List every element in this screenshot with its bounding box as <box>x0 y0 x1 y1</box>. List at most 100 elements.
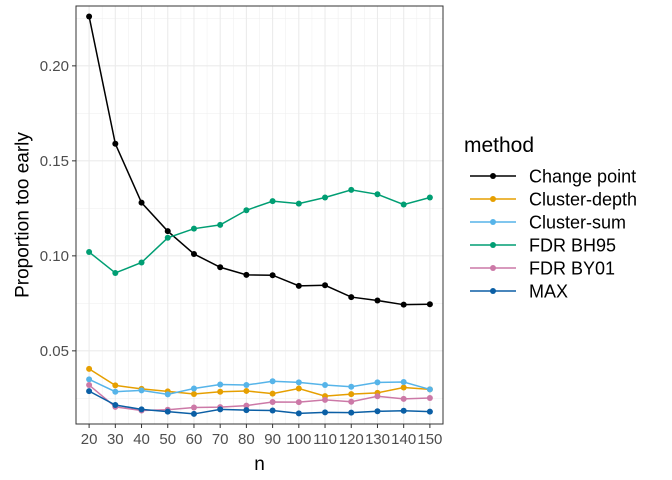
data-point <box>190 250 197 257</box>
data-point <box>164 228 171 235</box>
y-tick-label: 0.15 <box>40 153 69 170</box>
data-point <box>138 387 145 394</box>
data-point <box>269 378 276 385</box>
data-point <box>400 379 407 386</box>
data-point <box>243 387 250 394</box>
minor-gridlines <box>76 6 443 424</box>
x-tick-label: 110 <box>313 431 337 448</box>
data-point <box>190 385 197 392</box>
legend-key-point <box>490 242 496 248</box>
legend-key <box>470 288 516 294</box>
data-point <box>243 402 250 409</box>
data-point <box>348 294 355 301</box>
legend-key-point <box>490 219 496 225</box>
data-point <box>217 221 224 228</box>
data-point <box>112 382 119 389</box>
data-point <box>295 282 302 289</box>
series-line <box>88 378 431 396</box>
data-point <box>348 186 355 193</box>
x-tick-label: 140 <box>391 431 416 448</box>
data-point <box>400 201 407 208</box>
x-tick-label: 20 <box>81 431 98 448</box>
data-point <box>138 259 145 266</box>
x-axis-title: n <box>254 454 265 475</box>
legend-key-point <box>490 196 496 202</box>
data-point <box>269 398 276 405</box>
data-point <box>190 410 197 417</box>
plot-border <box>75 5 444 425</box>
x-tick-label: 150 <box>417 431 442 448</box>
data-point <box>426 394 433 401</box>
data-point <box>269 407 276 414</box>
data-point <box>112 402 119 408</box>
y-axis: 0.05 0.10 0.15 0.20 <box>40 58 76 360</box>
data-point <box>322 382 329 389</box>
major-gridlines <box>76 6 443 424</box>
x-tick-label: 100 <box>286 431 311 448</box>
data-point <box>86 249 93 256</box>
data-point <box>217 264 224 271</box>
series-line <box>88 189 431 274</box>
legend-label: Change point <box>529 167 636 187</box>
data-point <box>374 393 381 400</box>
data-point <box>269 198 276 205</box>
data-point <box>426 408 433 415</box>
data-point <box>269 272 276 279</box>
data-point <box>400 407 407 414</box>
data-point <box>112 140 119 147</box>
data-point <box>374 297 381 304</box>
legend-label: MAX <box>529 282 568 302</box>
x-tick-label: 70 <box>212 431 229 448</box>
data-point <box>243 271 250 278</box>
legend-key <box>470 196 516 202</box>
data-point <box>374 379 381 386</box>
series-lines <box>88 16 431 415</box>
data-point <box>295 410 302 417</box>
data-point <box>86 365 93 372</box>
data-point <box>348 398 355 405</box>
y-tick-label: 0.05 <box>40 343 69 360</box>
data-point <box>217 406 224 413</box>
legend-key <box>470 265 516 271</box>
legend-key <box>470 173 516 179</box>
legend-key-point <box>490 288 496 294</box>
data-point <box>190 404 197 411</box>
legend: method Change point Cluster-depth Cluster-… <box>464 134 637 302</box>
y-tick-label: 0.20 <box>40 58 69 75</box>
data-point <box>138 406 145 413</box>
x-axis: 20 30 40 50 60 70 80 90 100 110 120 130 140 150 <box>81 424 442 448</box>
data-point <box>322 282 329 289</box>
data-point <box>374 191 381 198</box>
data-point <box>86 13 93 20</box>
data-point <box>164 391 171 398</box>
series-line <box>88 368 430 397</box>
x-tick-label: 40 <box>133 431 150 448</box>
data-point <box>112 269 119 276</box>
data-point <box>348 383 355 390</box>
data-point <box>269 390 276 397</box>
x-tick-label: 120 <box>339 431 364 448</box>
data-point <box>400 395 407 402</box>
x-tick-label: 80 <box>238 431 255 448</box>
data-point <box>322 396 329 403</box>
data-point <box>426 301 433 308</box>
legend-key-point <box>490 265 496 271</box>
legend-label: Cluster-sum <box>529 213 626 233</box>
data-point <box>322 194 329 201</box>
data-point <box>164 408 171 415</box>
legend-label: Cluster-depth <box>529 190 637 210</box>
legend-key-point <box>490 173 496 179</box>
legend-label: FDR BY01 <box>529 259 615 279</box>
legend-key <box>470 219 516 225</box>
legend-title: method <box>464 134 534 157</box>
data-point <box>243 382 250 389</box>
data-point <box>138 199 145 206</box>
series-line <box>88 390 430 415</box>
data-point <box>295 385 302 392</box>
data-point <box>217 388 224 395</box>
data-point <box>86 382 93 389</box>
series-line <box>88 16 430 306</box>
data-point <box>190 390 197 397</box>
x-tick-label: 60 <box>186 431 203 448</box>
data-point <box>243 207 250 214</box>
